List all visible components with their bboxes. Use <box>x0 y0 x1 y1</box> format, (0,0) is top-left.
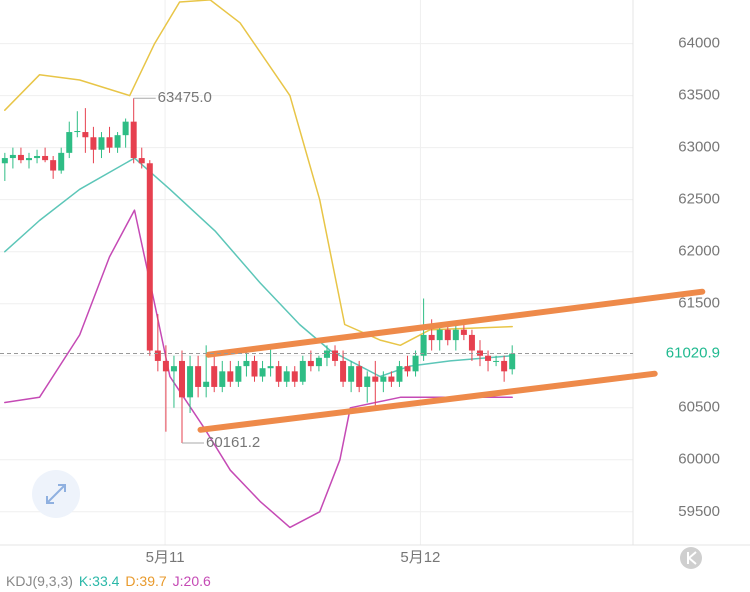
candle-body <box>98 137 105 150</box>
candle-body <box>50 160 57 171</box>
expand-button[interactable] <box>32 470 80 518</box>
x-tick-label: 5月11 <box>146 549 185 566</box>
indicator-text: J: <box>173 573 184 589</box>
candle-body <box>283 371 290 382</box>
annotation-label: 60161.2 <box>206 434 260 451</box>
candle-body <box>106 137 113 148</box>
indicator-text: KDJ(9,3,3) <box>6 573 73 589</box>
band-line <box>4 209 513 529</box>
candle-body <box>9 154 16 159</box>
candle-body <box>372 376 379 382</box>
candle-body <box>396 366 403 382</box>
candle-body <box>58 152 65 171</box>
y-tick-label: 64000 <box>678 35 720 52</box>
candle-body <box>323 350 330 358</box>
band-line <box>4 0 513 347</box>
indicator-text: 20.6 <box>184 573 211 589</box>
candle-body <box>74 131 81 133</box>
candle-body <box>291 371 298 382</box>
candle-body <box>34 155 41 159</box>
candle-body <box>275 366 282 382</box>
candle-body <box>162 360 169 372</box>
candle-body <box>82 132 89 138</box>
y-tick-label: 61500 <box>678 295 720 312</box>
candle-body <box>259 368 266 377</box>
candle-body <box>17 154 24 161</box>
candle-body <box>501 360 508 372</box>
candle-body <box>460 329 467 335</box>
candle-body <box>122 121 129 136</box>
candle-body <box>493 360 500 362</box>
candle-body <box>179 360 186 398</box>
candle-body <box>485 355 492 361</box>
candle-body <box>42 155 49 161</box>
trend-line <box>205 288 706 358</box>
candle-body <box>307 360 314 367</box>
candle-body <box>235 366 242 382</box>
candle-body <box>420 334 427 356</box>
candle-body <box>251 360 258 377</box>
candle-body <box>348 366 355 382</box>
y-tick-label: 60000 <box>678 451 720 468</box>
candle-body <box>90 137 97 150</box>
candle-body <box>444 329 451 341</box>
candle-body <box>114 135 121 148</box>
candle-body <box>436 329 443 341</box>
candle-body <box>227 371 234 382</box>
candle-body <box>130 121 137 159</box>
candle-body <box>388 376 395 382</box>
annotation-label: 63475.0 <box>158 89 212 106</box>
candle-body <box>404 366 411 372</box>
candle-body <box>219 371 226 387</box>
candle-body <box>356 366 363 387</box>
candle-body <box>509 353 516 370</box>
candle-body <box>412 355 419 372</box>
candle-body <box>364 376 371 387</box>
candle-body <box>170 366 177 372</box>
candle-body <box>468 334 475 351</box>
candle-body <box>315 357 322 367</box>
scroll-end-button[interactable] <box>680 547 702 569</box>
candle-body <box>267 366 274 369</box>
indicator-text: 39.7 <box>139 573 166 589</box>
candle-body <box>428 334 435 341</box>
y-tick-label: 62000 <box>678 243 720 260</box>
y-tick-label: 59500 <box>678 503 720 520</box>
candle-body <box>66 132 73 153</box>
last-price-label: 61020.9 <box>666 345 720 362</box>
trend-line <box>197 370 658 433</box>
candle-body <box>25 158 32 161</box>
candle-body <box>243 360 250 367</box>
y-tick-label: 62500 <box>678 191 720 208</box>
candle-body <box>1 158 8 164</box>
grid: 5950060000605006100061500620006250063000… <box>0 0 720 566</box>
indicator-label: KDJ(9,3,3) K:33.4 D:39.7 J:20.6 <box>6 573 211 589</box>
indicator-text: K: <box>79 573 92 589</box>
candle-body <box>154 350 161 361</box>
candle-body <box>195 366 202 387</box>
y-tick-label: 60500 <box>678 399 720 416</box>
candle-body <box>380 376 387 382</box>
x-tick-label: 5月12 <box>400 549 440 566</box>
candle-body <box>340 360 347 382</box>
y-tick-label: 63000 <box>678 139 720 156</box>
last-price-box <box>636 342 748 365</box>
candle-body <box>299 360 306 382</box>
indicator-text: 33.4 <box>92 573 119 589</box>
candle-body <box>146 163 153 351</box>
extras: 63475.0 60161.2 61020.9 <box>0 89 748 451</box>
candle-body <box>203 381 210 387</box>
indicator-text: D: <box>125 573 139 589</box>
candle-body <box>138 158 145 164</box>
candles <box>1 98 516 443</box>
candle-body <box>211 366 218 387</box>
band-line <box>4 157 513 378</box>
y-tick-label: 63500 <box>678 87 720 104</box>
candle-body <box>332 350 339 361</box>
candle-body <box>452 329 459 341</box>
candle-body <box>187 366 194 398</box>
